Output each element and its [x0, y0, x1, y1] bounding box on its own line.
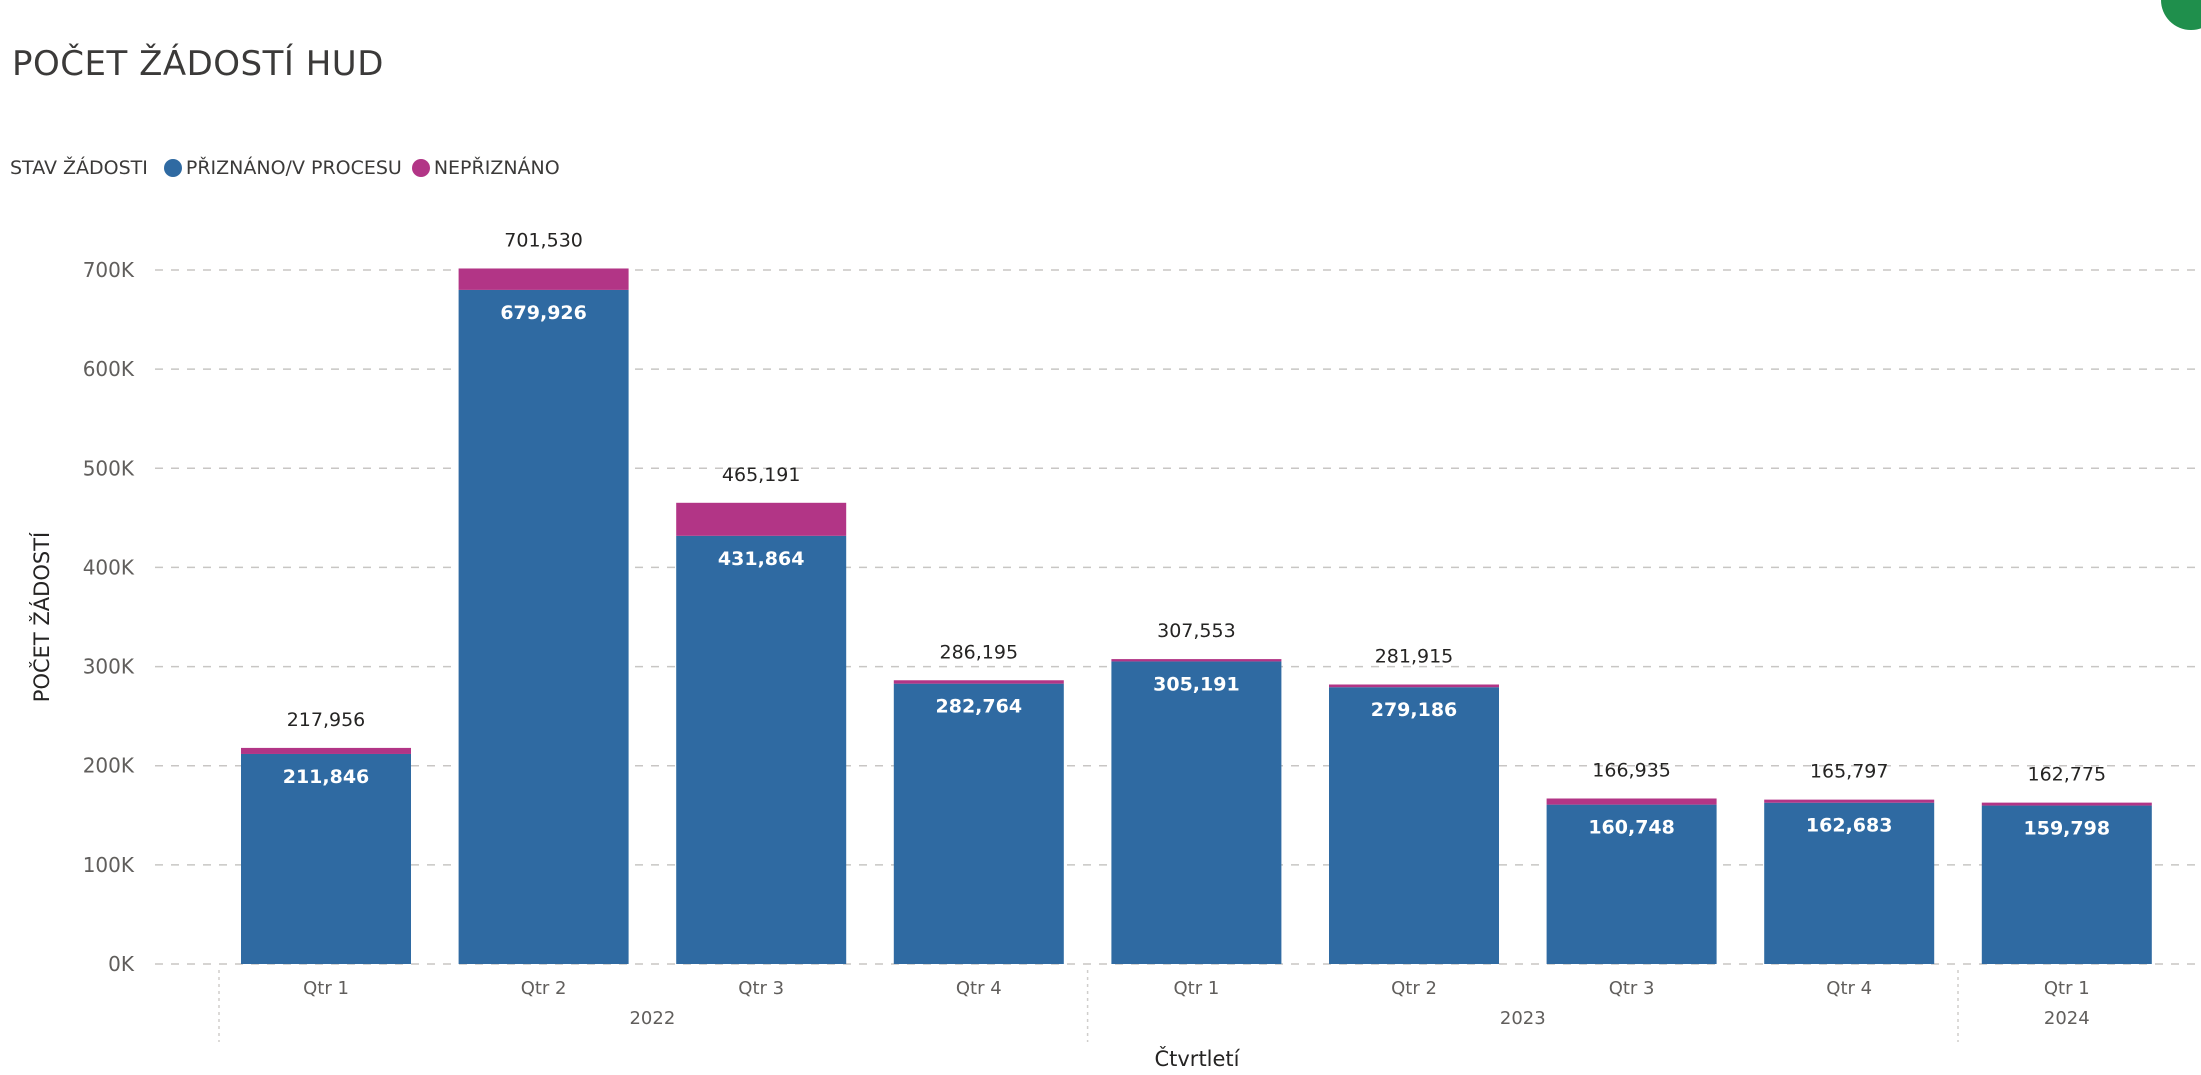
total-data-label: 165,797: [1810, 761, 1889, 783]
legend-label-rejected: NEPŘIZNÁNO: [433, 157, 560, 179]
total-data-label: 307,553: [1157, 620, 1236, 642]
bar-granted: [1111, 661, 1282, 964]
bar-rejected: [893, 680, 1064, 684]
x-tick-label: Qtr 1: [1173, 978, 1219, 999]
y-tick-label: 600K: [83, 357, 135, 381]
bar-granted: [458, 289, 629, 964]
granted-data-label: 160,748: [1588, 817, 1675, 839]
x-tick-label: Qtr 2: [521, 978, 567, 999]
total-data-label: 281,915: [1375, 646, 1454, 668]
bar-granted: [241, 753, 411, 964]
total-data-label: 465,191: [722, 464, 801, 486]
x-tick-label: Qtr 4: [1826, 978, 1872, 999]
bar-rejected: [1981, 802, 2152, 806]
y-tick-label: 0K: [108, 952, 135, 976]
x-tick-label: Qtr 3: [738, 978, 784, 999]
x-tick-label: Qtr 1: [2044, 978, 2090, 999]
total-data-label: 701,530: [504, 229, 583, 251]
x-tick-label: Qtr 1: [303, 978, 349, 999]
y-tick-label: 200K: [83, 754, 135, 778]
total-data-label: 162,775: [2028, 764, 2107, 786]
legend-item-granted[interactable]: PŘIZNÁNO/V PROCESU: [163, 157, 402, 179]
bar-rejected: [1329, 684, 1499, 688]
bar-rejected: [676, 502, 847, 536]
granted-data-label: 679,926: [500, 302, 587, 324]
page-title: POČET ŽÁDOSTÍ HUD: [12, 44, 384, 84]
x-tick-label: Qtr 4: [956, 978, 1002, 999]
bar-granted: [893, 683, 1064, 964]
granted-data-label: 431,864: [718, 548, 805, 570]
y-tick-label: 700K: [83, 258, 135, 282]
granted-data-label: 282,764: [936, 696, 1023, 718]
total-data-label: 217,956: [287, 709, 366, 731]
granted-data-label: 279,186: [1371, 699, 1458, 721]
granted-data-label: 211,846: [283, 766, 370, 788]
bar-rejected: [241, 747, 411, 754]
bar-rejected: [458, 268, 629, 290]
granted-data-label: 162,683: [1806, 815, 1893, 837]
y-tick-label: 500K: [83, 456, 135, 480]
y-tick-label: 100K: [83, 853, 135, 877]
bar-granted: [1764, 802, 1935, 964]
total-data-label: 166,935: [1592, 759, 1671, 781]
legend: STAV ŽÁDOSTI PŘIZNÁNO/V PROCESU NEPŘIZNÁ…: [10, 157, 570, 179]
legend-item-rejected[interactable]: NEPŘIZNÁNO: [411, 157, 560, 179]
x-tick-label: Qtr 3: [1609, 978, 1655, 999]
bar-rejected: [1764, 799, 1935, 803]
x-group-label: 2022: [629, 1008, 675, 1029]
x-axis-title: Čtvrtletí: [1154, 1046, 1240, 1071]
legend-dot-granted: [163, 159, 182, 177]
legend-dot-rejected: [411, 159, 430, 177]
legend-title: STAV ŽÁDOSTI: [10, 157, 148, 179]
x-tick-label: Qtr 2: [1391, 978, 1437, 999]
bar-rejected: [1546, 798, 1717, 805]
legend-label-granted: PŘIZNÁNO/V PROCESU: [185, 157, 402, 179]
y-tick-label: 400K: [83, 555, 135, 579]
bar-granted: [676, 535, 847, 964]
y-tick-label: 300K: [83, 655, 135, 679]
bar-rejected: [1111, 659, 1282, 662]
bar-granted: [1981, 805, 2152, 964]
bar-granted: [1546, 804, 1717, 964]
x-group-label: 2023: [1500, 1008, 1546, 1029]
y-axis-title: POČET ŽÁDOSTÍ: [29, 532, 54, 702]
total-data-label: 286,195: [940, 641, 1019, 663]
x-group-label: 2024: [2044, 1008, 2090, 1029]
granted-data-label: 159,798: [2024, 818, 2111, 840]
granted-data-label: 305,191: [1153, 673, 1240, 695]
bar-granted: [1329, 687, 1499, 964]
